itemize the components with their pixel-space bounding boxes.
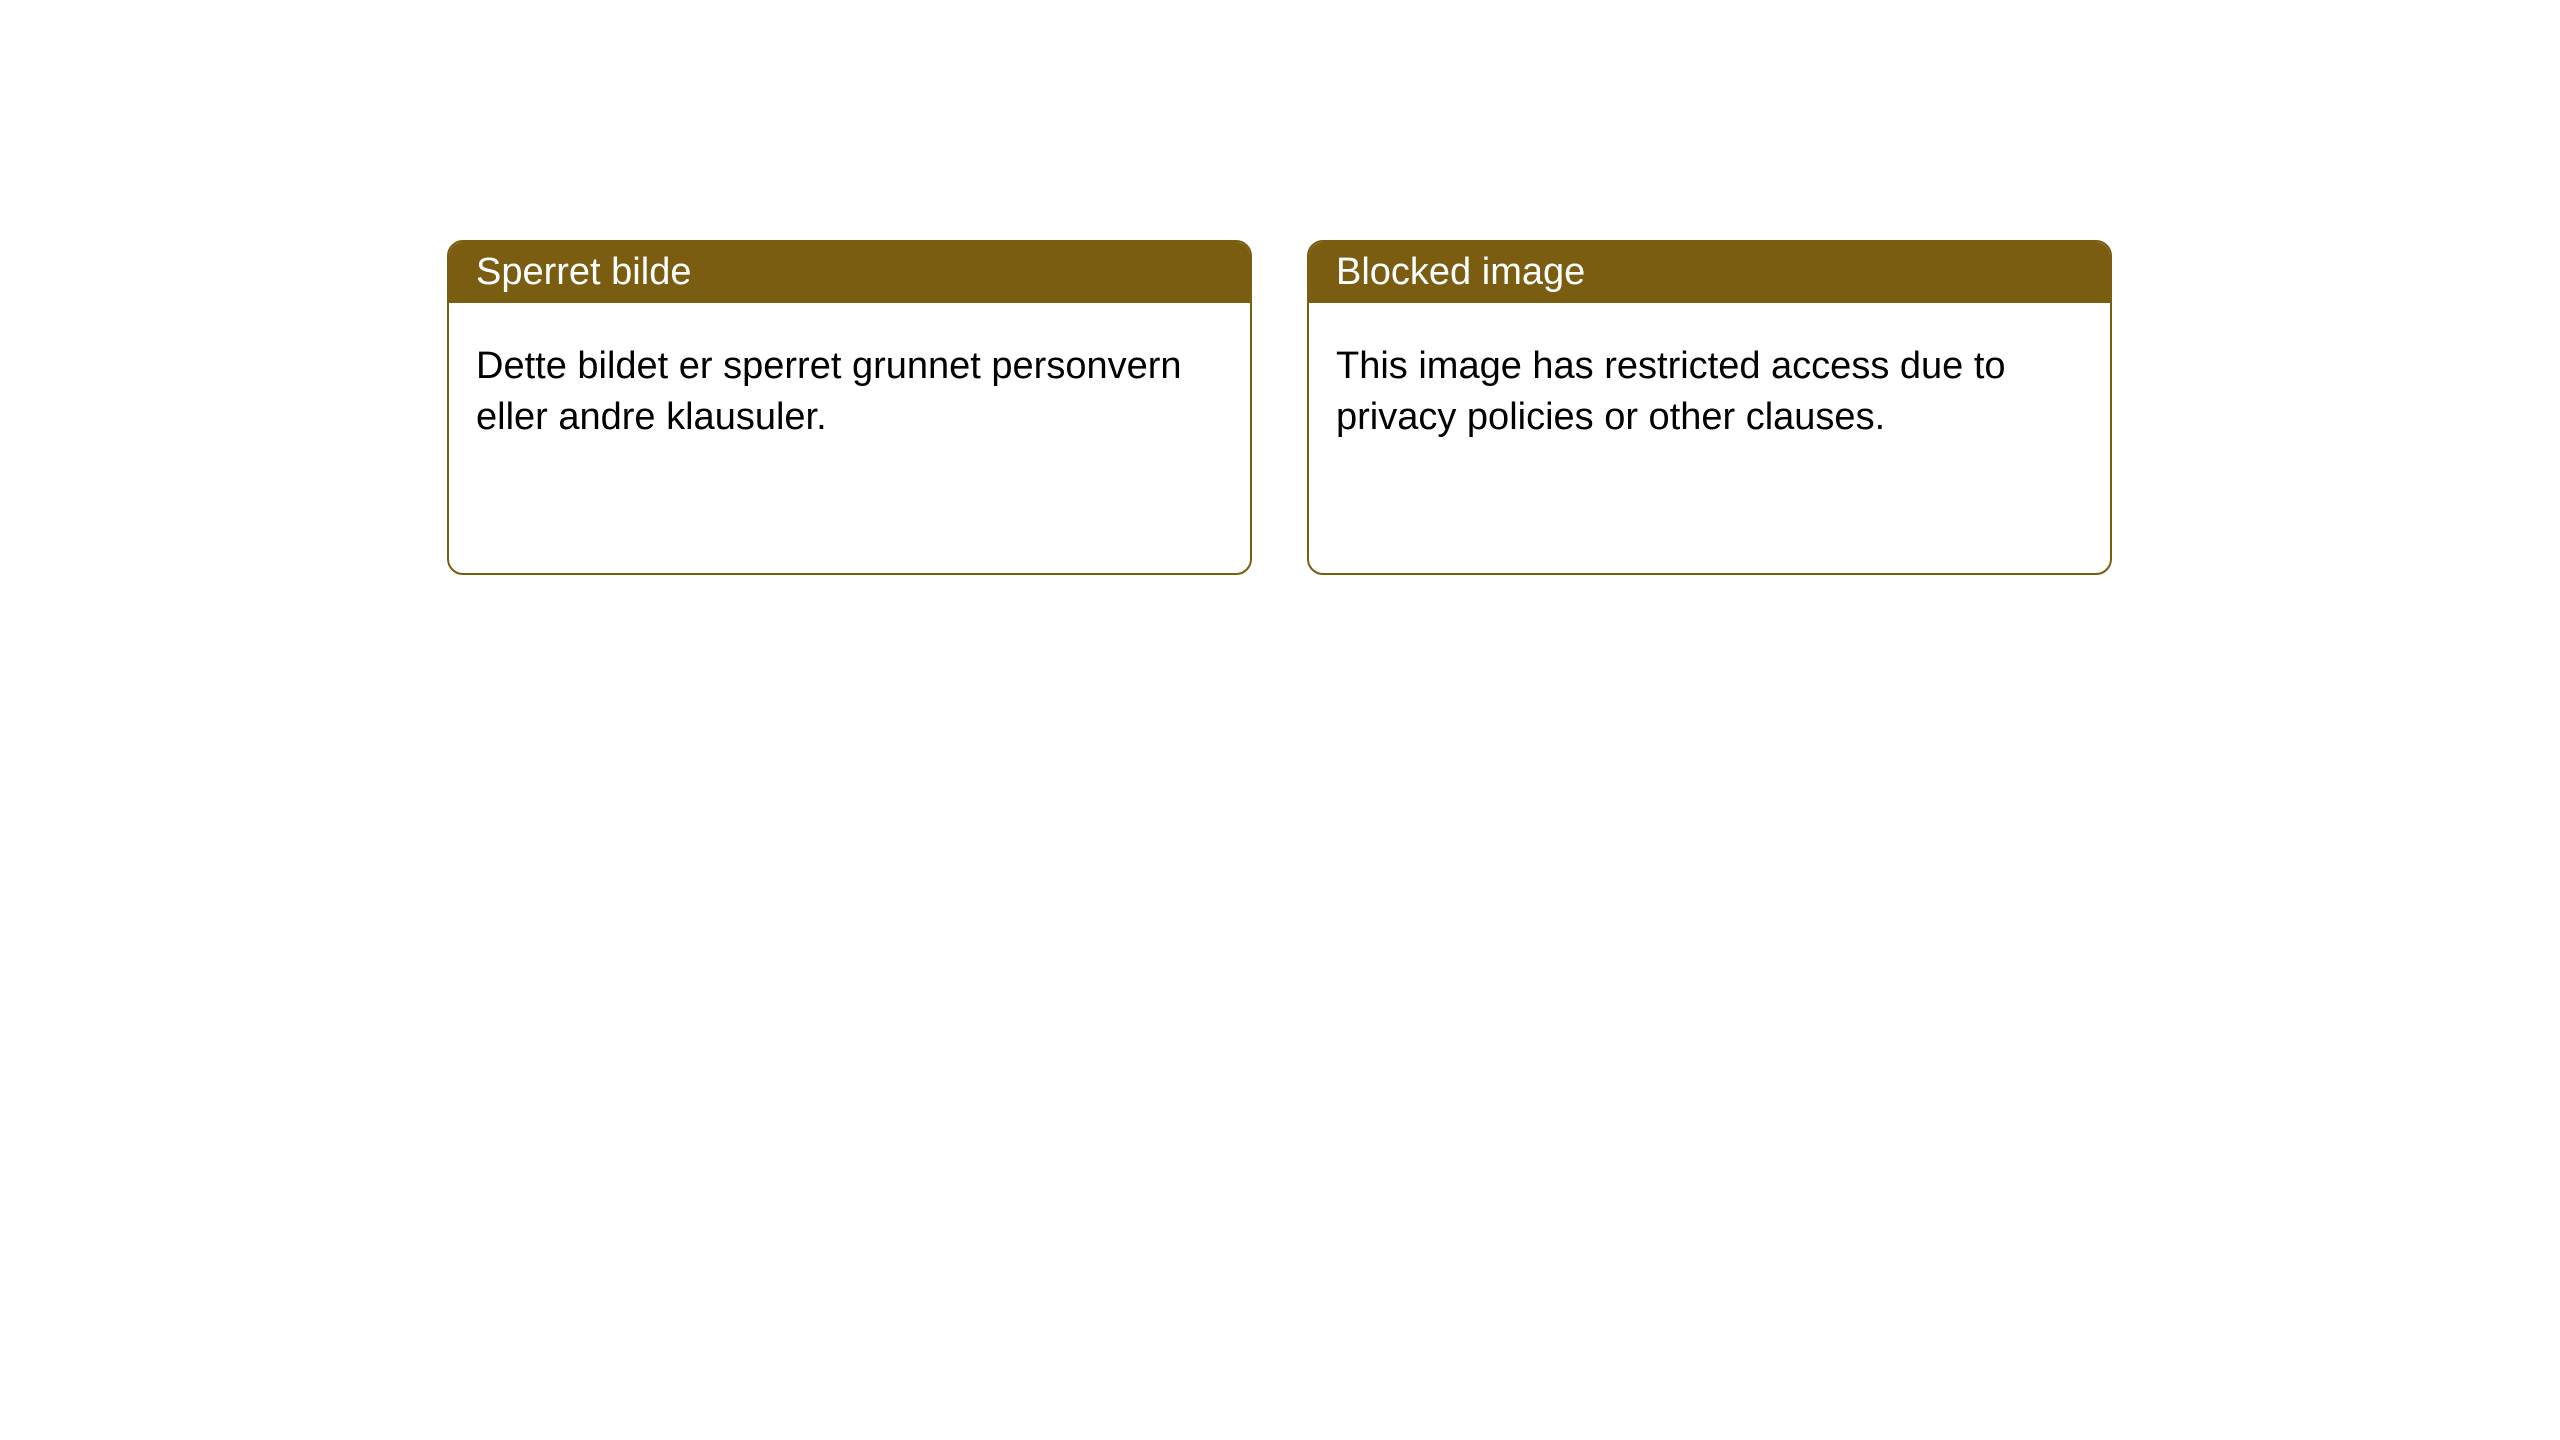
notice-body: Dette bildet er sperret grunnet personve… (449, 303, 1250, 482)
notice-message: Dette bildet er sperret grunnet personve… (476, 345, 1182, 438)
notice-header: Sperret bilde (449, 242, 1250, 303)
notice-title: Sperret bilde (476, 251, 691, 293)
notice-body: This image has restricted access due to … (1309, 303, 2110, 482)
notice-card-english: Blocked image This image has restricted … (1307, 240, 2112, 575)
notice-title: Blocked image (1336, 251, 1585, 293)
notice-header: Blocked image (1309, 242, 2110, 303)
notice-message: This image has restricted access due to … (1336, 345, 2006, 438)
notice-card-norwegian: Sperret bilde Dette bildet er sperret gr… (447, 240, 1252, 575)
notice-container: Sperret bilde Dette bildet er sperret gr… (0, 0, 2560, 575)
